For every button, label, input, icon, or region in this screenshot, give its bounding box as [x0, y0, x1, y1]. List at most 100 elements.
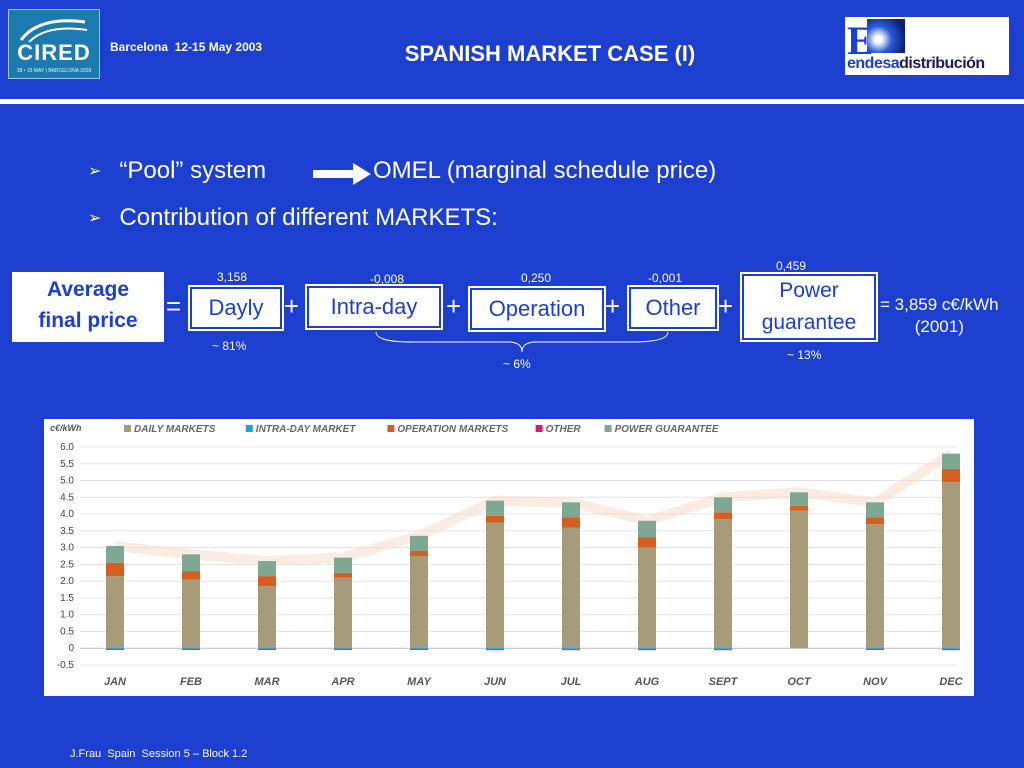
plus-sign: + [284, 291, 300, 321]
pct-power: ~ 13% [787, 348, 822, 362]
bar-segment [410, 535, 428, 551]
footer: J.Frau Spain Session 5 – Block 1.2 [70, 748, 248, 760]
term-other: Other [627, 285, 719, 331]
bar-segment [866, 648, 884, 650]
legend-swatch [387, 425, 395, 432]
term-value: 3,158 [217, 270, 248, 284]
bar-segment [106, 576, 124, 649]
x-tick-label: OCT [787, 676, 812, 688]
pct-group: ~ 6% [503, 357, 531, 371]
term-label: Dayly [192, 289, 280, 327]
term-label: Power guarantee [744, 276, 874, 338]
total-value: = 3,859 c€/kWh [880, 295, 999, 314]
conference-info: Barcelona 12-15 May 2003 [110, 40, 263, 54]
bar-segment [410, 550, 428, 556]
bar-segment [714, 512, 732, 520]
y-tick-label: -0.5 [57, 660, 75, 671]
bar-segment [258, 561, 276, 577]
y-tick-label: 0.5 [60, 626, 74, 637]
legend-entry: DAILY MARKETS [134, 424, 216, 435]
term-label: Operation [472, 290, 602, 328]
bar-segment [182, 571, 200, 580]
y-tick-label: 5.5 [60, 459, 74, 470]
plus-sign: + [718, 291, 734, 321]
star-burst-icon [867, 19, 905, 53]
bar-segment [334, 572, 352, 578]
group-brace [375, 331, 669, 353]
endesa-logo: E endesadistribución [845, 17, 1009, 75]
bar-segment [258, 648, 276, 650]
bar-segment [866, 648, 884, 650]
bullet-text: Contribution of different MARKETS: [119, 204, 498, 231]
y-tick-label: 6.0 [60, 442, 74, 453]
bullet-omel-text: OMEL (marginal schedule price) [373, 157, 717, 184]
legend-swatch [604, 425, 612, 432]
chart-svg: c€/kWh 6.0 5.5 5.0 4.5 4.0 3.5 3.0 2.5 2.0 1.5 1.0 0… [50, 423, 964, 688]
plus-sign: + [446, 291, 462, 321]
bar-segment [866, 517, 884, 525]
bar-segment [714, 648, 732, 650]
bar-segment [486, 648, 504, 650]
bullet-pool-system: ➢ “Pool” system [88, 157, 266, 185]
term-intra-day: Intra-day [305, 284, 443, 330]
bar-segment [334, 557, 352, 573]
bar-segment [942, 453, 960, 469]
y-tick-label: 2.5 [60, 559, 74, 570]
monthly-price-chart: c€/kWh 6.0 5.5 5.0 4.5 4.0 3.5 3.0 2.5 2.0 1.5 1.0 0… [44, 419, 974, 696]
bar-segment [638, 547, 656, 649]
cired-logo-sub: 18 • 15 MAY | BARCELONA 2003 [16, 68, 92, 74]
bar-segment [638, 649, 656, 651]
y-tick-label: 4.0 [60, 509, 74, 520]
bar-segment [942, 649, 960, 651]
x-tick-label: DEC [939, 676, 963, 688]
bar-segment [714, 519, 732, 649]
legend-entry: INTRA-DAY MARKET [256, 424, 357, 435]
legend-swatch [124, 425, 131, 432]
bar-segment [866, 502, 884, 518]
bullet-contribution: ➢ Contribution of different MARKETS: [88, 204, 498, 232]
bar-segment [182, 554, 200, 572]
bar-segment [562, 649, 580, 651]
bar-segment [942, 648, 960, 650]
endesa-logo-word: endesadistribución [847, 55, 985, 72]
plus-sign: + [605, 291, 621, 321]
x-tick-label: SEPT [709, 676, 739, 688]
term-value: -0,008 [370, 272, 405, 286]
equals-sign: = [166, 291, 182, 321]
bar-segment [790, 505, 808, 511]
cired-logo: CIRED 18 • 15 MAY | BARCELONA 2003 [8, 9, 100, 79]
term-label: Intra-day [309, 288, 439, 326]
legend-entry: POWER GUARANTEE [615, 424, 719, 435]
bar-segment [790, 492, 808, 506]
bar-segment [410, 648, 428, 650]
x-tick-label: JAN [104, 676, 127, 688]
bar-segment [410, 648, 428, 650]
bar-segment [106, 648, 124, 650]
legend-entry: OPERATION MARKETS [397, 424, 508, 435]
y-axis-label: c€/kWh [50, 423, 82, 433]
bullet-text: “Pool” system [119, 157, 267, 184]
legend-entry: OTHER [546, 424, 582, 435]
bar-segment [334, 577, 352, 649]
bar-segment [182, 579, 200, 649]
bar-segment [334, 648, 352, 650]
bar-segment [106, 545, 124, 563]
bar-segment [942, 468, 960, 483]
total-price: = 3,859 c€/kWh (2001) [880, 294, 999, 338]
legend-swatch [245, 425, 253, 432]
x-tick-label: MAY [407, 676, 432, 688]
header-divider [0, 99, 1024, 104]
term-value: 0,459 [776, 259, 807, 273]
term-operation: Operation [468, 286, 606, 332]
y-tick-label: 3.5 [60, 526, 74, 537]
term-label: Other [631, 289, 715, 327]
y-tick-label: 2.0 [60, 576, 74, 587]
y-tick-label: 3.0 [60, 543, 74, 554]
bar-segment [562, 527, 580, 649]
y-tick-label: 5.0 [60, 476, 74, 487]
x-tick-label: NOV [863, 676, 889, 688]
slide-title: SPANISH MARKET CASE (I) [404, 41, 696, 66]
term-power-guarantee: Power guarantee [740, 272, 878, 342]
average-label: Average [46, 278, 130, 301]
bar-segment [486, 500, 504, 516]
